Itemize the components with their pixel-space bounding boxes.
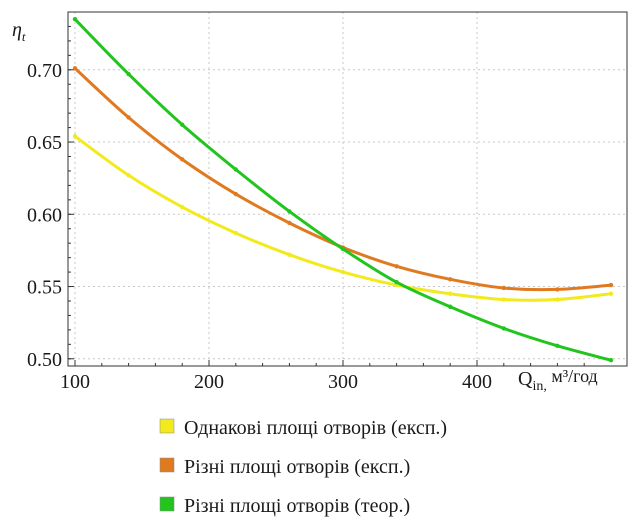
legend-swatch (159, 457, 175, 473)
data-point (180, 122, 185, 127)
data-point (608, 282, 614, 288)
y-tick-label: 0.55 (27, 277, 62, 299)
series (72, 17, 614, 363)
data-point (555, 297, 560, 302)
x-tick-label: 400 (462, 371, 492, 393)
legend-swatch (159, 418, 175, 434)
x-axis-label: Qin, м³/год (518, 366, 598, 394)
axis-ticks: 100 200 300 400 0.50 0.55 0.60 0.65 0.70 (27, 25, 585, 393)
y-tick-label: 0.50 (27, 349, 62, 371)
y-axis-label: ηt (12, 19, 26, 44)
legend-label: Різні площі отворів (теор.) (184, 495, 410, 517)
data-point (180, 204, 185, 210)
data-point (72, 134, 78, 139)
data-point (448, 291, 453, 296)
data-point (555, 287, 560, 292)
data-point (126, 115, 131, 120)
data-point (394, 279, 399, 285)
data-point (394, 264, 399, 269)
x-tick-label: 200 (194, 371, 224, 393)
x-tick-label: 100 (60, 371, 90, 393)
data-point (126, 71, 131, 77)
data-point (608, 358, 614, 363)
x-tick-label: 300 (328, 371, 358, 393)
data-point (287, 252, 292, 257)
data-point (233, 167, 238, 172)
legend-swatch (159, 496, 175, 512)
data-point (126, 173, 131, 178)
y-tick-label: 0.65 (27, 132, 62, 154)
legend-label: Однакові площі отворів (експ.) (184, 417, 447, 439)
series-3 (72, 17, 614, 363)
data-point (448, 277, 453, 282)
y-tick-label: 0.60 (27, 204, 62, 226)
data-point (501, 326, 506, 331)
data-point (180, 157, 185, 162)
data-point (501, 285, 506, 291)
data-point (233, 191, 238, 197)
series-1 (72, 134, 614, 302)
data-point (340, 269, 346, 275)
data-point (287, 209, 292, 214)
data-point (608, 291, 614, 296)
series-line (73, 18, 612, 362)
plot-frame (67, 11, 628, 367)
data-point (72, 17, 78, 22)
data-point (340, 246, 346, 252)
grid (68, 12, 627, 366)
legend: Однакові площі отворів (експ.) Різні площ… (159, 417, 447, 517)
data-point (287, 220, 292, 226)
data-point (448, 304, 453, 309)
data-point (72, 66, 78, 71)
data-point (501, 297, 506, 302)
data-point (555, 343, 560, 348)
data-point (233, 230, 238, 236)
legend-label: Різні площі отворів (експ.) (184, 456, 410, 478)
y-tick-label: 0.70 (27, 60, 62, 82)
